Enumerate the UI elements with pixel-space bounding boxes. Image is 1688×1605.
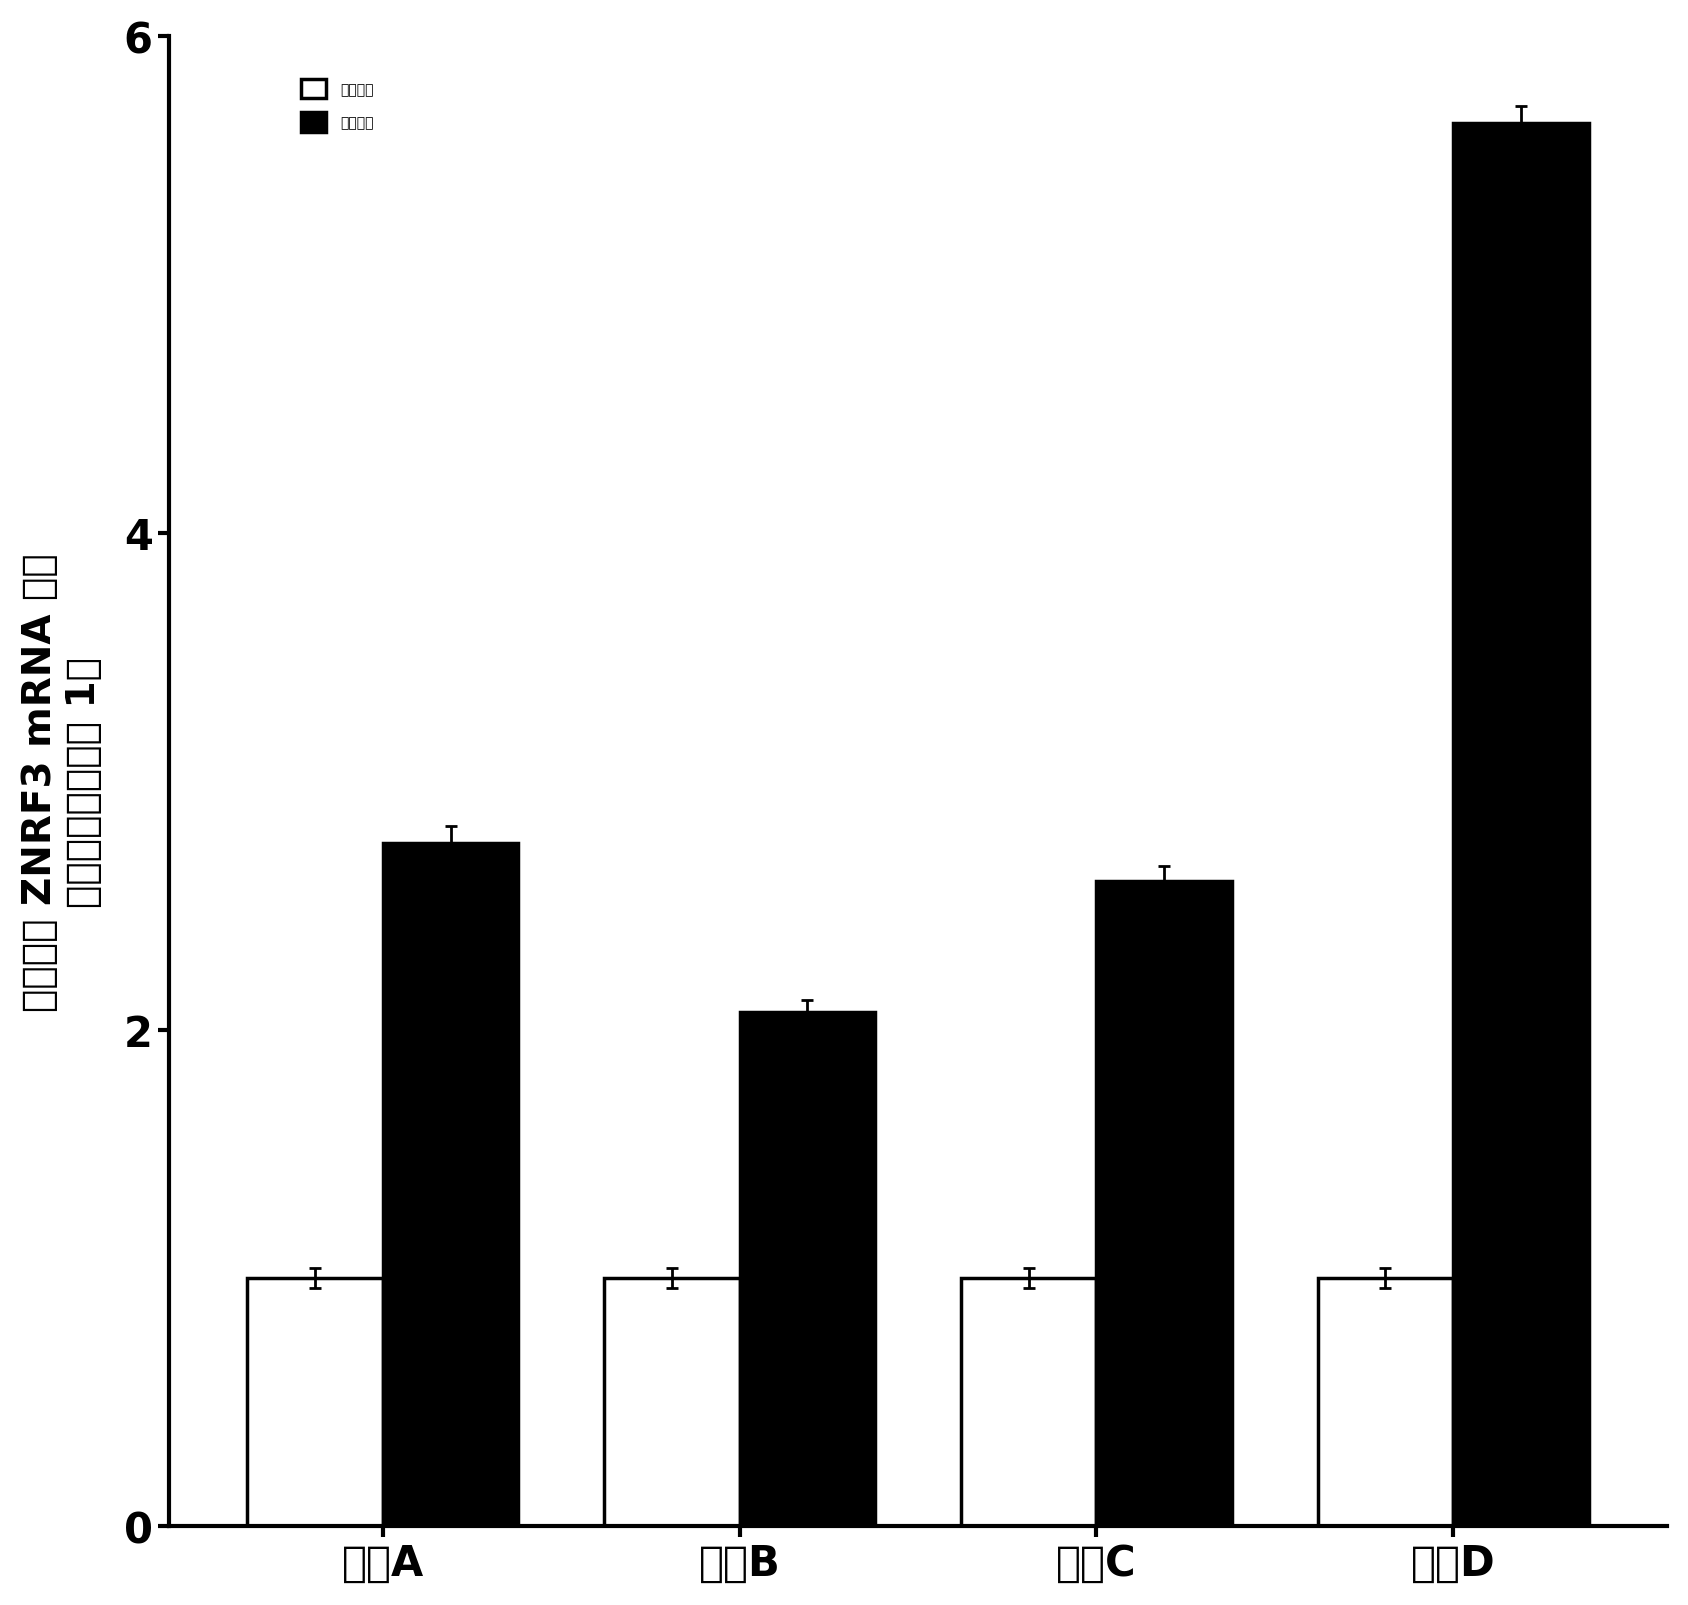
Bar [246,1278,383,1526]
Bar [604,1278,739,1526]
Bar [383,844,518,1526]
Bar [1318,1278,1453,1526]
Bar [1096,881,1232,1526]
Y-axis label: 归一化的 ZNRF3 mRNA 水平
（将正常组织作为 1）: 归一化的 ZNRF3 mRNA 水平 （将正常组织作为 1） [20,552,103,1011]
Legend: 正常组织, 结肠腺癌: 正常组织, 结肠腺癌 [295,74,380,138]
Bar [1453,124,1588,1526]
Bar [960,1278,1096,1526]
Bar [739,1013,874,1526]
